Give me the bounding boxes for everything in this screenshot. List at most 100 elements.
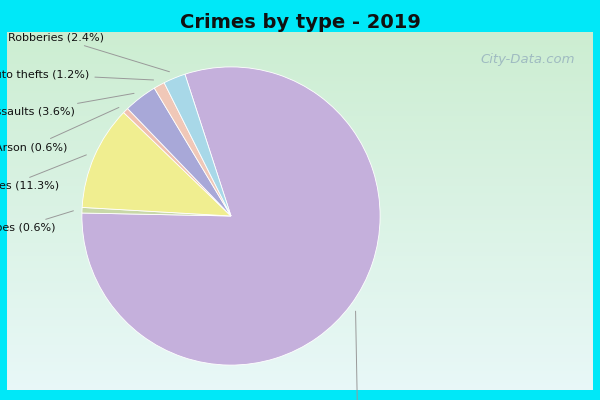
Bar (7, 86, 593, 88)
Text: Assaults (3.6%): Assaults (3.6%) (0, 93, 134, 117)
Wedge shape (82, 67, 380, 365)
Bar (7, 140, 593, 141)
Text: Arson (0.6%): Arson (0.6%) (0, 108, 119, 152)
Bar (7, 75, 593, 77)
Bar (7, 77, 593, 78)
Bar (7, 345, 593, 347)
Bar (7, 188, 593, 190)
Bar (7, 293, 593, 295)
Bar (7, 365, 593, 367)
Bar (7, 297, 593, 299)
Text: Robberies (2.4%): Robberies (2.4%) (8, 32, 169, 72)
Bar (7, 378, 593, 379)
Bar (7, 310, 593, 311)
Bar (7, 290, 593, 292)
Bar (7, 104, 593, 105)
Bar (7, 59, 593, 61)
Bar (7, 213, 593, 214)
Bar (7, 340, 593, 342)
Wedge shape (82, 207, 231, 216)
Bar (7, 50, 593, 52)
Bar (7, 122, 593, 123)
Bar (7, 111, 593, 112)
Bar (7, 96, 593, 98)
Bar (7, 154, 593, 156)
Bar (7, 143, 593, 145)
Bar (7, 54, 593, 55)
Text: Thefts (80.4%): Thefts (80.4%) (317, 311, 399, 400)
Bar (7, 306, 593, 308)
Bar (7, 193, 593, 195)
Bar (7, 70, 593, 71)
Bar (7, 322, 593, 324)
Bar (7, 209, 593, 211)
Bar (7, 300, 593, 302)
Bar (7, 145, 593, 146)
Bar (7, 150, 593, 152)
Bar (7, 324, 593, 326)
Bar (7, 238, 593, 240)
Bar (7, 88, 593, 89)
Bar (7, 32, 593, 34)
Bar (7, 195, 593, 197)
Bar (7, 385, 593, 386)
Bar (7, 288, 593, 290)
Bar (7, 159, 593, 161)
Bar (7, 82, 593, 84)
Bar (7, 338, 593, 340)
Bar (7, 363, 593, 365)
Bar (7, 224, 593, 225)
Bar (7, 333, 593, 334)
Bar (7, 243, 593, 245)
Bar (7, 286, 593, 288)
Bar (7, 252, 593, 254)
Bar (7, 318, 593, 320)
Bar (7, 349, 593, 351)
Bar (7, 182, 593, 184)
Bar (7, 372, 593, 374)
Bar (7, 93, 593, 95)
Bar (7, 216, 593, 218)
Text: Crimes by type - 2019: Crimes by type - 2019 (179, 13, 421, 32)
Bar (7, 161, 593, 163)
Bar (7, 109, 593, 111)
Bar (7, 374, 593, 376)
Bar (7, 64, 593, 66)
Bar (7, 180, 593, 182)
Bar (7, 261, 593, 263)
Bar (7, 313, 593, 315)
Bar (7, 102, 593, 104)
Bar (7, 206, 593, 208)
Bar (7, 211, 593, 213)
Bar (7, 250, 593, 252)
Bar (7, 259, 593, 261)
Bar (7, 320, 593, 322)
Bar (7, 344, 593, 345)
Bar (7, 127, 593, 129)
Bar (7, 376, 593, 378)
Bar (7, 80, 593, 82)
Bar (7, 170, 593, 172)
Bar (7, 202, 593, 204)
Bar (7, 132, 593, 134)
Bar (7, 292, 593, 293)
Bar (7, 164, 593, 166)
Bar (7, 231, 593, 232)
Bar (7, 379, 593, 381)
Bar (7, 234, 593, 236)
Bar (7, 315, 593, 317)
Bar (7, 152, 593, 154)
Bar (7, 256, 593, 258)
Bar (7, 89, 593, 91)
Bar (7, 229, 593, 231)
Bar (7, 263, 593, 265)
Bar (7, 352, 593, 354)
Bar (7, 112, 593, 114)
Bar (7, 57, 593, 59)
Wedge shape (82, 112, 231, 216)
Bar (7, 84, 593, 86)
Bar (7, 258, 593, 259)
Text: Burglaries (11.3%): Burglaries (11.3%) (0, 155, 86, 191)
Wedge shape (164, 74, 231, 216)
Bar (7, 138, 593, 139)
